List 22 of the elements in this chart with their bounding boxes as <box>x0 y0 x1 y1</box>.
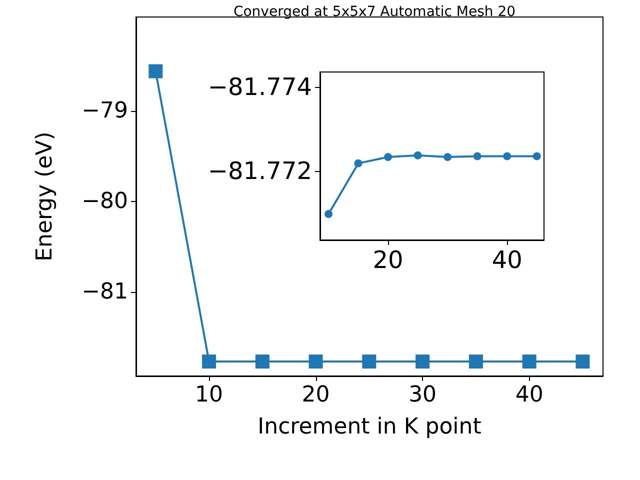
point <box>354 159 362 168</box>
point <box>414 151 422 160</box>
point <box>532 152 541 160</box>
point <box>444 153 452 162</box>
point <box>473 152 482 160</box>
point <box>324 210 333 218</box>
x-tick-label: 30 <box>408 382 437 408</box>
y-tick-label: −81.772 <box>208 156 312 185</box>
y-axis-title: Energy (eV) <box>32 132 58 262</box>
x-tick-label: 20 <box>302 382 330 408</box>
point <box>503 152 512 160</box>
y-tick-label: −80 <box>82 188 128 214</box>
y-tick-label: −79 <box>82 98 128 124</box>
x-axis-title: Increment in K point <box>258 414 482 440</box>
x-tick-label: 20 <box>372 246 404 274</box>
y-tick-label: −81.774 <box>208 73 312 102</box>
x-tick-label: 40 <box>492 246 522 274</box>
chart-title: Converged at 5x5x7 Automatic Mesh 20 <box>233 4 516 20</box>
y-tick-label: −81 <box>82 279 128 304</box>
x-tick-label: 10 <box>195 382 224 408</box>
x-tick-label: 40 <box>515 382 544 408</box>
point <box>384 153 392 162</box>
